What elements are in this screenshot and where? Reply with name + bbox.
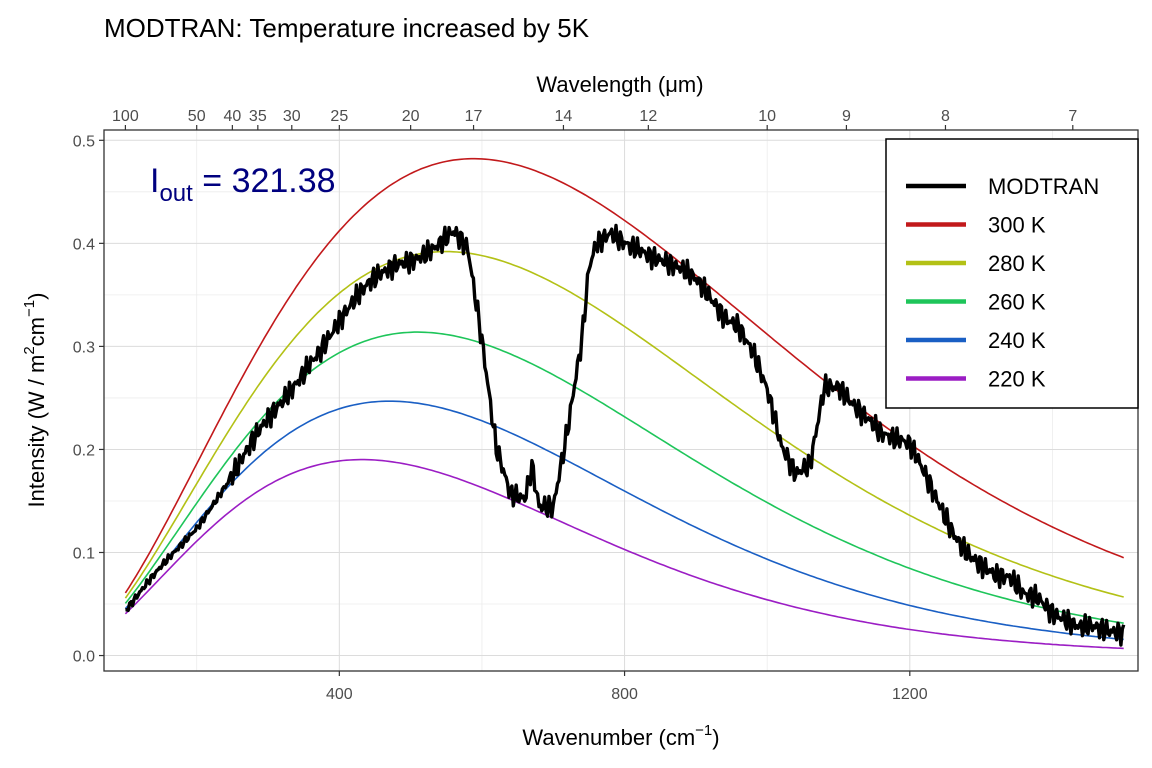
top-tick-label: 12: [639, 108, 657, 125]
top-tick-label: 35: [249, 108, 267, 125]
top-tick-label: 10: [758, 108, 776, 125]
series-line-modtran: [125, 223, 1126, 647]
legend-label: 280 K: [988, 251, 1046, 276]
top-tick-label: 25: [330, 108, 348, 125]
top-tick-label: 100: [112, 108, 139, 125]
top-tick-label: 30: [283, 108, 301, 125]
top-axis-title: Wavelength (μm): [536, 72, 703, 97]
top-tick-label: 9: [842, 108, 851, 125]
axis-ticks: 400 800 1200 0.0 0.1 0.2 0.3 0.4 0.5 100 50 40 35 30 2…: [73, 108, 1078, 703]
series-line-220k: [124, 458, 1124, 650]
legend-label: MODTRAN: [988, 174, 1099, 199]
x-tick-label: 400: [326, 686, 353, 703]
y-tick-label: 0.5: [73, 133, 95, 150]
top-tick-label: 8: [941, 108, 950, 125]
outgoing-intensity-annotation: Iout = 321.38: [150, 162, 336, 207]
x-tick-label: 800: [611, 686, 638, 703]
top-tick-label: 7: [1068, 108, 1077, 125]
legend: MODTRAN 300 K 280 K 260 K 240 K 220 K: [885, 138, 1139, 409]
y-tick-label: 0.3: [73, 339, 95, 356]
legend-label: 260 K: [988, 290, 1046, 315]
top-tick-label: 14: [555, 108, 573, 125]
series-lines: [124, 157, 1126, 650]
x-axis-title: Wavenumber (cm−1): [522, 722, 719, 750]
legend-label: 240 K: [988, 328, 1046, 353]
y-tick-label: 0.1: [73, 545, 95, 562]
y-tick-label: 0.2: [73, 442, 95, 459]
series-line-240k: [124, 400, 1124, 641]
legend-label: 300 K: [988, 213, 1046, 238]
y-tick-label: 0.4: [73, 236, 95, 253]
top-tick-label: 40: [223, 108, 241, 125]
top-tick-label: 20: [402, 108, 420, 125]
chart-title: MODTRAN: Temperature increased by 5K: [104, 13, 590, 43]
y-tick-label: 0.0: [73, 649, 95, 666]
series-line-300k: [124, 157, 1124, 594]
top-tick-label: 50: [188, 108, 206, 125]
x-tick-label: 1200: [892, 686, 928, 703]
y-axis-title: Intensity (W / m2cm−1): [21, 293, 49, 508]
top-tick-label: 17: [465, 108, 483, 125]
legend-label: 220 K: [988, 367, 1046, 392]
